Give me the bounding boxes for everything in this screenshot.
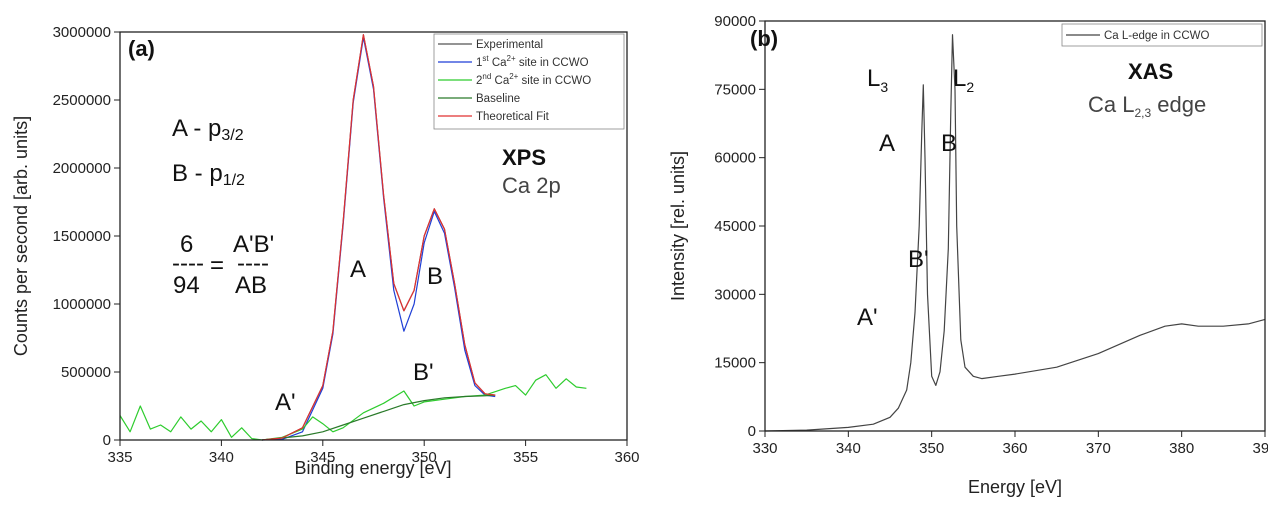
x-tick-label: 340 xyxy=(209,449,234,466)
panel-b-y-ticks: 0 15000 30000 45000 60000 75000 90000 xyxy=(714,13,765,440)
annotation-b-p12: B - p1/2 xyxy=(172,160,245,189)
panel-a-label: (a) xyxy=(128,36,155,61)
y-tick-label: 15000 xyxy=(714,355,756,372)
xas-peak-label-a: A xyxy=(879,130,895,157)
series-line-a-2 xyxy=(119,374,587,441)
y-tick-label: 90000 xyxy=(714,13,756,30)
panel-b-title-xas: XAS xyxy=(1128,59,1173,84)
legend-label-first-site: 1st Ca2+ site in CCWO xyxy=(476,54,589,69)
panel-a-title-xps: XPS xyxy=(502,145,546,170)
panel-b-subtitle: Ca L2,3 edge xyxy=(1088,92,1206,120)
panel-b: 330 340 350 360 370 380 390 0 15000 30000 45000 60… xyxy=(668,13,1268,497)
panel-a: 335 340 345 350 355 360 0 500000 1000000 1500000… xyxy=(11,24,640,478)
panel-b-x-ticks: 330 340 350 360 370 380 390 xyxy=(752,431,1268,457)
y-tick-label: 0 xyxy=(748,423,756,440)
x-tick-label: 380 xyxy=(1169,440,1194,457)
y-tick-label: 2000000 xyxy=(53,160,111,177)
xas-peak-label-a-prime: A' xyxy=(857,304,878,331)
series-line-a-4 xyxy=(261,34,496,441)
x-tick-label: 355 xyxy=(513,449,538,466)
legend-label-second-site: 2nd Ca2+ site in CCWO xyxy=(476,72,591,87)
panel-b-legend: Ca L-edge in CCWO xyxy=(1061,23,1263,47)
xas-peak-label-b: B xyxy=(941,130,957,157)
y-tick-label: 500000 xyxy=(61,364,111,381)
x-tick-label: 390 xyxy=(1252,440,1268,457)
ratio-numerator: 6 xyxy=(180,231,193,258)
panel-b-y-axis-label: Intensity [rel. units] xyxy=(668,151,688,301)
series-line-a-3 xyxy=(261,394,496,441)
panel-a-legend: Experimental 1st Ca2+ site in CCWO 2nd C… xyxy=(433,33,625,130)
legend-label-fit: Theoretical Fit xyxy=(476,111,550,123)
y-tick-label: 0 xyxy=(103,432,111,449)
x-tick-label: 350 xyxy=(412,449,437,466)
legend-label-experimental: Experimental xyxy=(476,39,543,51)
y-tick-label: 60000 xyxy=(714,150,756,167)
y-tick-label: 45000 xyxy=(714,218,756,235)
series-line-b-0 xyxy=(764,34,1266,432)
peak-label-a-prime: A' xyxy=(275,389,296,416)
panel-a-x-ticks: 335 340 345 350 355 360 xyxy=(107,440,640,466)
y-tick-label: 2500000 xyxy=(53,92,111,109)
x-tick-label: 335 xyxy=(107,449,132,466)
x-tick-label: 330 xyxy=(752,440,777,457)
edge-label-l3: L3 xyxy=(867,65,888,95)
x-tick-label: 360 xyxy=(614,449,639,466)
panel-b-plot-area xyxy=(764,34,1266,432)
panel-b-label: (b) xyxy=(750,26,778,51)
y-tick-label: 75000 xyxy=(714,81,756,98)
peak-label-b-prime: B' xyxy=(413,359,434,386)
y-tick-label: 30000 xyxy=(714,286,756,303)
y-tick-label: 1000000 xyxy=(53,296,111,313)
ratio-right-denominator: AB xyxy=(235,272,267,299)
peak-label-b: B xyxy=(427,263,443,290)
annotation-a-p32: A - p3/2 xyxy=(172,115,244,144)
peak-label-a: A xyxy=(350,256,366,283)
panel-a-plot-area xyxy=(119,34,587,441)
x-tick-label: 345 xyxy=(310,449,335,466)
panel-a-y-ticks: 0 500000 1000000 1500000 2000000 2500000 30000… xyxy=(53,24,120,449)
panel-a-subtitle: Ca 2p xyxy=(502,173,561,198)
panel-a-legend-box xyxy=(433,33,625,130)
x-tick-label: 340 xyxy=(836,440,861,457)
panel-b-x-axis-label: Energy [eV] xyxy=(968,477,1062,497)
panel-a-x-axis-label: Binding energy [eV] xyxy=(294,458,451,478)
edge-label-l2: L2 xyxy=(953,65,974,95)
xas-peak-label-b-prime: B' xyxy=(908,246,929,273)
panel-b-legend-box xyxy=(1061,23,1263,47)
x-tick-label: 370 xyxy=(1086,440,1111,457)
ratio-right-numerator: A'B' xyxy=(233,231,274,258)
ratio-left-dashes: ---- xyxy=(172,250,204,277)
ratio-equals: = xyxy=(210,252,224,279)
ratio-right-dashes: ---- xyxy=(237,250,269,277)
legend-label-ca-l-edge: Ca L-edge in CCWO xyxy=(1104,30,1210,42)
legend-label-baseline: Baseline xyxy=(476,93,520,105)
x-tick-label: 360 xyxy=(1002,440,1027,457)
panel-a-y-axis-label: Counts per second [arb. units] xyxy=(11,116,31,356)
panel-b-frame xyxy=(764,20,1266,432)
y-tick-label: 3000000 xyxy=(53,24,111,41)
ratio-denominator: 94 xyxy=(173,272,200,299)
y-tick-label: 1500000 xyxy=(53,228,111,245)
x-tick-label: 350 xyxy=(919,440,944,457)
